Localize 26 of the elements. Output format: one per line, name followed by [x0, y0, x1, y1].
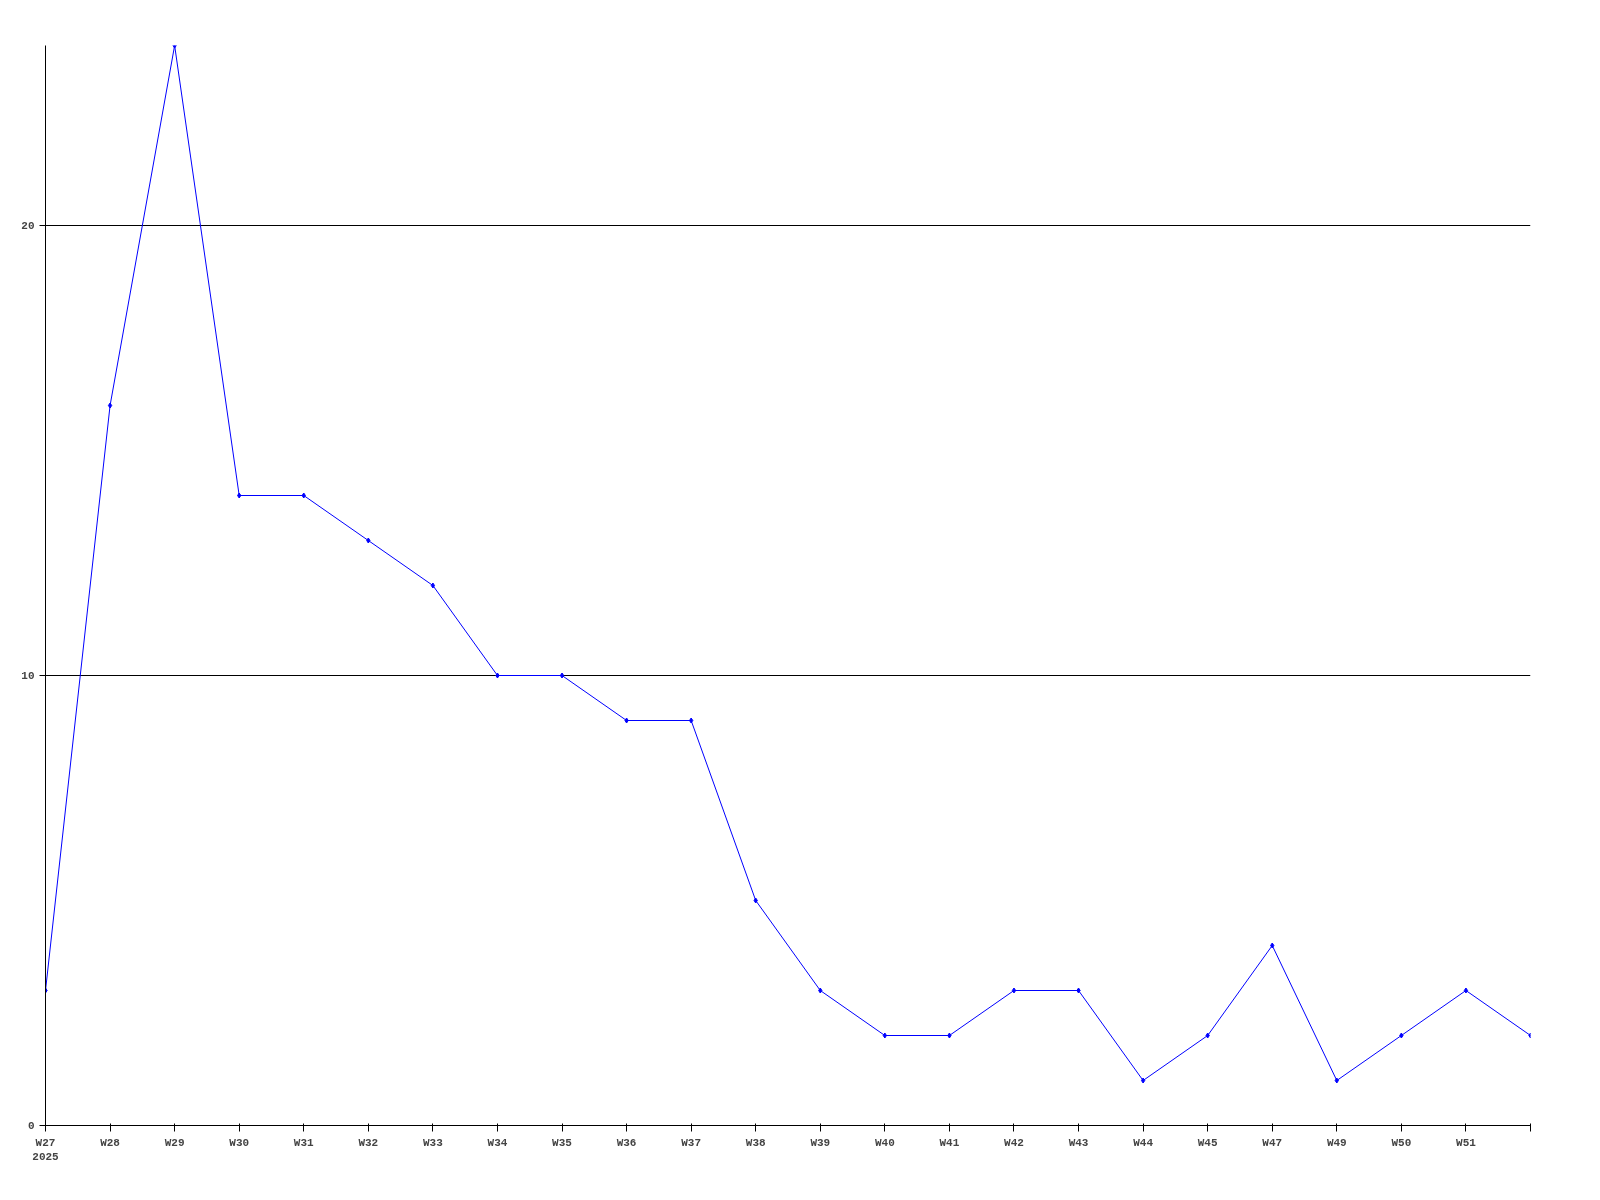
- x-tick-label: W31: [293, 1136, 315, 1149]
- x-tick-label: W41: [939, 1136, 960, 1149]
- x-tick-label: W38: [745, 1136, 767, 1149]
- y-tick-label: 10: [21, 670, 35, 682]
- x-tick-label: W43: [1068, 1136, 1089, 1149]
- x-tick-label: W51: [1456, 1136, 1477, 1149]
- x-tick-label: W27 2025: [32, 1136, 60, 1163]
- y-tick-label: 20: [21, 220, 35, 232]
- x-tick-label: W42: [1004, 1136, 1024, 1149]
- x-tick-label: W50: [1391, 1136, 1412, 1149]
- x-tick-label: W28: [100, 1136, 121, 1149]
- x-tick-label: W49: [1326, 1136, 1347, 1149]
- x-tick-label: W45: [1197, 1136, 1218, 1149]
- x-tick-label: W47: [1262, 1136, 1283, 1149]
- x-tick-label: W40: [874, 1136, 895, 1149]
- x-tick-label: W32: [358, 1136, 379, 1149]
- x-tick-label: W36: [616, 1136, 637, 1149]
- x-tick-label: W39: [810, 1136, 831, 1149]
- x-tick-label: W37: [681, 1136, 702, 1149]
- x-tick-label: W34: [487, 1136, 508, 1149]
- x-tick-label: W44: [1133, 1136, 1154, 1149]
- x-tick-label: W29: [164, 1136, 185, 1149]
- y-tick-label: 0: [27, 1120, 35, 1132]
- x-tick-label: W33: [422, 1136, 444, 1149]
- x-tick-label: W30: [229, 1136, 250, 1149]
- x-tick-label: W35: [552, 1136, 573, 1149]
